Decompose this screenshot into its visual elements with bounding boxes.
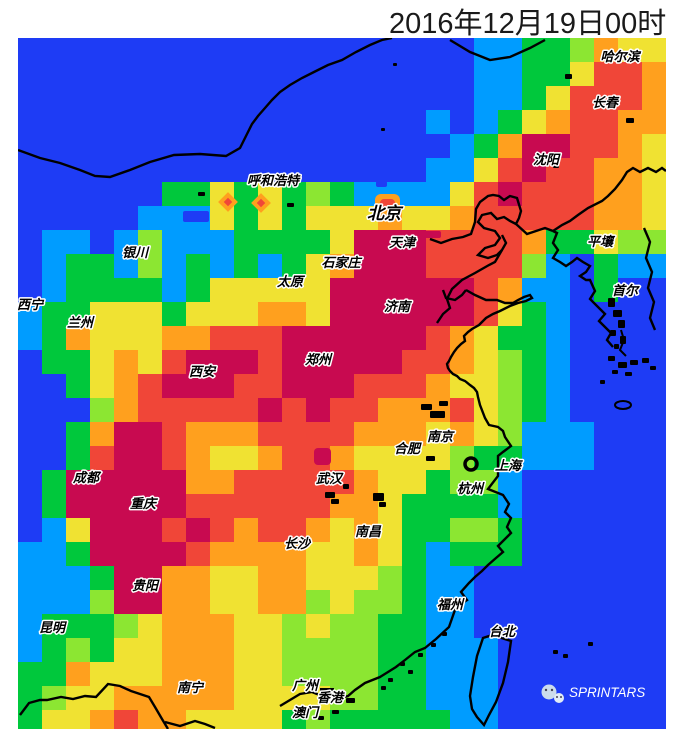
svg-text:南京: 南京 [427, 429, 455, 444]
svg-text:台北: 台北 [489, 624, 517, 639]
svg-text:成都: 成都 [72, 470, 102, 485]
svg-text:昆明: 昆明 [39, 620, 67, 635]
svg-text:兰州: 兰州 [67, 315, 95, 330]
svg-text:西宁: 西宁 [18, 297, 45, 312]
svg-text:济南: 济南 [384, 299, 412, 314]
svg-text:南宁: 南宁 [177, 680, 205, 695]
svg-text:合肥: 合肥 [394, 441, 422, 456]
svg-text:首尔: 首尔 [612, 283, 640, 298]
svg-text:哈尔滨: 哈尔滨 [600, 49, 641, 64]
svg-text:重庆: 重庆 [130, 496, 159, 511]
svg-text:银川: 银川 [122, 245, 150, 260]
svg-text:太原: 太原 [276, 274, 306, 289]
svg-text:石家庄: 石家庄 [321, 255, 362, 270]
svg-text:上海: 上海 [495, 458, 523, 473]
svg-text:福州: 福州 [437, 597, 465, 612]
svg-text:西安: 西安 [189, 364, 217, 379]
svg-text:呼和浩特: 呼和浩特 [247, 173, 301, 188]
svg-text:天津: 天津 [389, 235, 417, 250]
svg-text:贵阳: 贵阳 [132, 578, 160, 593]
svg-text:长沙: 长沙 [284, 536, 312, 551]
svg-text:SPRINTARS: SPRINTARS [569, 685, 645, 700]
svg-text:北京: 北京 [367, 204, 404, 223]
svg-text:武汉: 武汉 [316, 471, 344, 486]
svg-text:长春: 长春 [592, 95, 620, 110]
svg-text:澳门: 澳门 [292, 705, 320, 720]
svg-text:广州: 广州 [291, 678, 320, 693]
svg-text:南昌: 南昌 [355, 524, 382, 539]
svg-text:平壤: 平壤 [587, 234, 616, 249]
svg-text:郑州: 郑州 [304, 352, 333, 367]
svg-text:杭州: 杭州 [457, 481, 485, 496]
svg-text:香港: 香港 [317, 690, 345, 705]
svg-text:沈阳: 沈阳 [533, 152, 561, 167]
